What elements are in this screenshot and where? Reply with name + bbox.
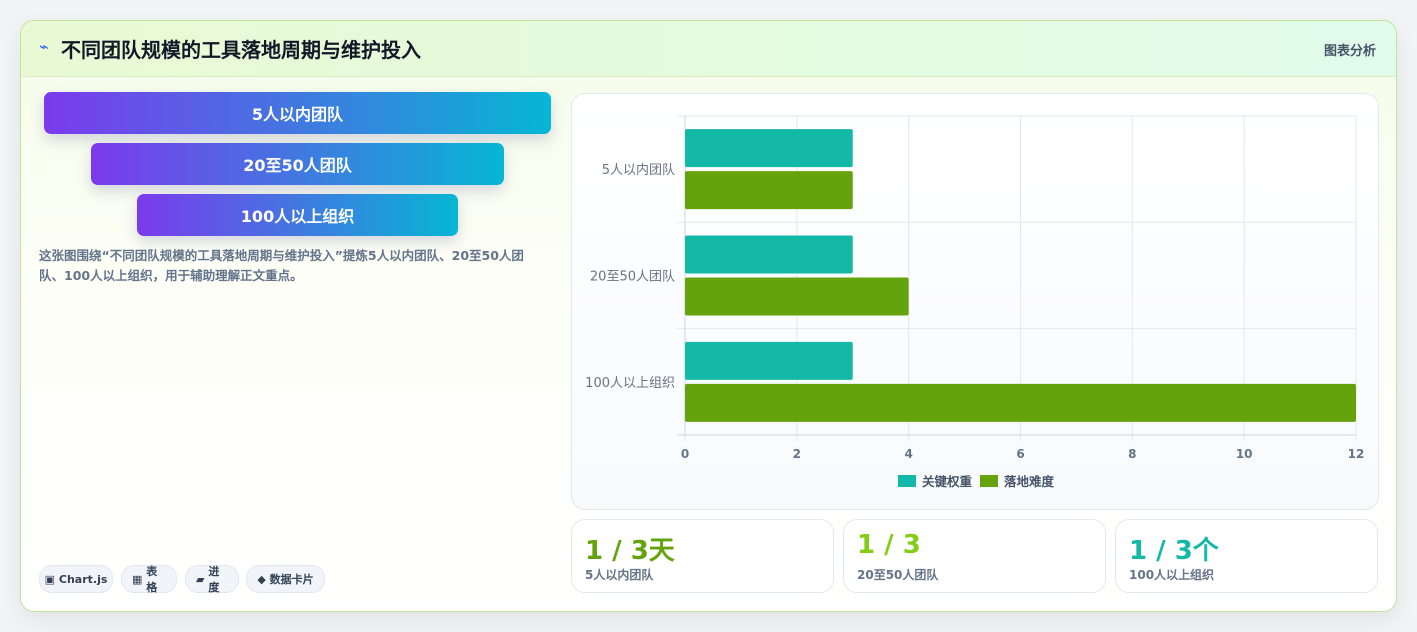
chip-chartjs[interactable]: ▣ Chart.js xyxy=(39,565,113,593)
funnel-step-small-team: 5人以内团队 xyxy=(44,92,551,134)
stat-card-small-team: 1 / 3天 5人以内团队 xyxy=(571,519,834,593)
x-tick-label: 12 xyxy=(1348,447,1365,461)
legend-label: 落地难度 xyxy=(1004,474,1055,489)
stat-value: 1 / 3天 xyxy=(585,536,675,566)
y-tick-label: 5人以内团队 xyxy=(602,162,675,178)
funnel-step-large-org: 100人以上组织 xyxy=(137,194,458,236)
x-tick-label: 10 xyxy=(1236,447,1253,461)
stat-card-mid-team: 1 / 3 20至50人团队 xyxy=(843,519,1106,593)
chart-analysis-link[interactable]: 图表分析 xyxy=(1323,44,1376,59)
x-tick-label: 4 xyxy=(904,447,912,461)
stat-card-large-org: 1 / 3个 100人以上组织 xyxy=(1115,519,1378,593)
chip-label: 表格 xyxy=(146,565,158,594)
legend-swatch xyxy=(980,475,998,487)
legend-label: 关键权重 xyxy=(922,474,973,489)
chip-label: Chart.js xyxy=(58,572,108,586)
stat-value: 1 / 3个 xyxy=(1129,536,1219,566)
chart-description: 这张图围绕“不同团队规模的工具落地周期与维护投入”提炼5人以内团队、20至50人… xyxy=(39,248,524,283)
x-tick-label: 6 xyxy=(1016,447,1024,461)
y-tick-label: 20至50人团队 xyxy=(590,270,675,285)
page-title: 不同团队规模的工具落地周期与维护投入 xyxy=(61,38,421,62)
x-tick-label: 8 xyxy=(1128,447,1136,461)
bar xyxy=(685,235,853,274)
card-header: ⌁ 不同团队规模的工具落地周期与维护投入 图表分析 xyxy=(21,21,1396,77)
funnel-step-mid-team: 20至50人团队 xyxy=(91,143,504,185)
chip-label: 数据卡片 xyxy=(269,573,314,586)
bar xyxy=(685,341,853,380)
table-icon: ▦ xyxy=(132,572,143,586)
y-tick-label: 100人以上组织 xyxy=(585,376,675,391)
chart-card: ⌁ 不同团队规模的工具落地周期与维护投入 图表分析 5人以内团队 20至50人团… xyxy=(20,20,1397,612)
chip-progress[interactable]: ▰ 进度 xyxy=(185,565,239,594)
chart-panel: 5人以内团队 20至50人团队 100人以上组织 0 2 4 6 8 10 12 关键权重 落地难度 xyxy=(571,93,1379,510)
bar xyxy=(685,171,853,210)
bar-chart: 5人以内团队 20至50人团队 100人以上组织 0 2 4 6 8 10 12 关键权重 落地难度 xyxy=(585,115,1365,489)
chip-label: 进度 xyxy=(208,565,220,594)
lightning-icon: ⌁ xyxy=(39,37,49,56)
chip-table[interactable]: ▦ 表格 xyxy=(121,565,177,594)
bar xyxy=(685,277,909,316)
legend-swatch xyxy=(898,475,916,487)
diamond-icon: ◆ xyxy=(257,572,266,586)
bar xyxy=(685,129,853,168)
chart-icon: ▣ xyxy=(44,572,56,586)
x-tick-label: 2 xyxy=(793,447,801,461)
chip-data-card[interactable]: ◆ 数据卡片 xyxy=(246,565,325,593)
x-tick-label: 0 xyxy=(681,447,689,461)
stat-label: 100人以上组织 xyxy=(1129,568,1215,582)
progress-icon: ▰ xyxy=(196,572,205,586)
stat-label: 20至50人团队 xyxy=(857,568,939,582)
bar xyxy=(685,383,1356,422)
stat-value: 1 / 3 xyxy=(857,530,921,560)
stat-label: 5人以内团队 xyxy=(585,568,654,582)
